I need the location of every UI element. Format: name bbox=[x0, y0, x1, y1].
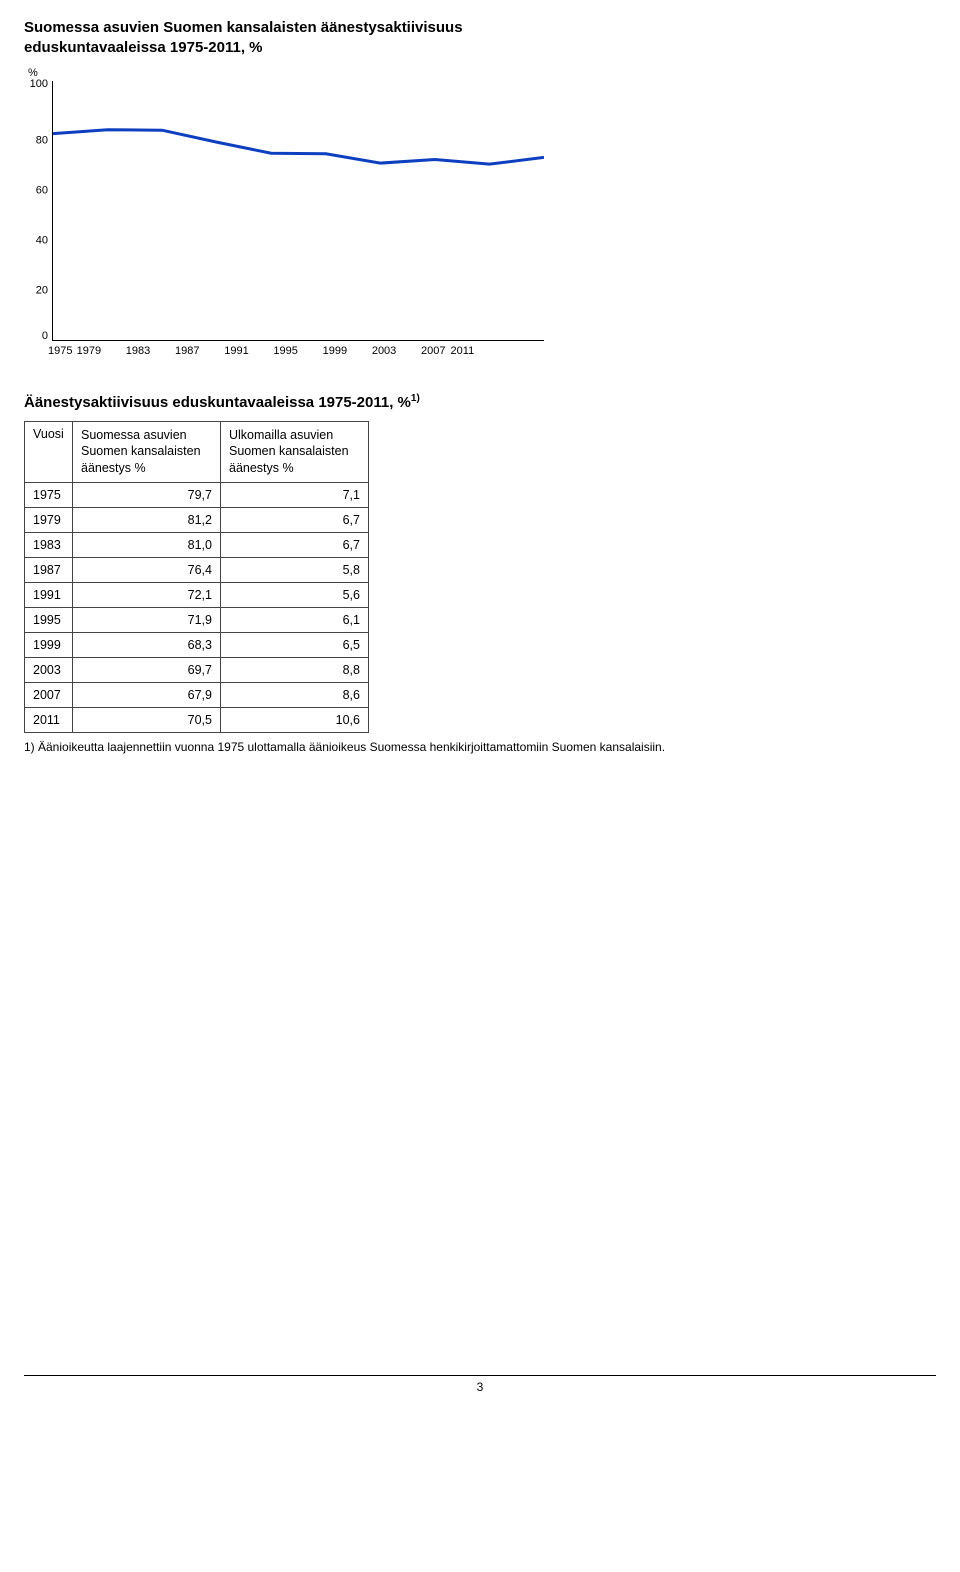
x-axis: 1975 1979 1983 1987 1991 1995 1999 2003 … bbox=[52, 345, 544, 357]
table-title-sup: 1) bbox=[411, 393, 420, 404]
cell-domestic: 79,7 bbox=[73, 483, 221, 508]
cell-abroad: 8,6 bbox=[221, 683, 369, 708]
cell-year: 2011 bbox=[25, 708, 73, 733]
table-header-year: Vuosi bbox=[25, 421, 73, 483]
table-row: 198776,45,8 bbox=[25, 558, 369, 583]
cell-year: 2003 bbox=[25, 658, 73, 683]
table-row: 198381,06,7 bbox=[25, 533, 369, 558]
page-footer: 3 bbox=[24, 1375, 936, 1394]
y-tick: 60 bbox=[36, 186, 48, 197]
cell-year: 1979 bbox=[25, 508, 73, 533]
page-number: 3 bbox=[477, 1380, 484, 1394]
cell-year: 1975 bbox=[25, 483, 73, 508]
chart-plot bbox=[52, 81, 544, 341]
table-header-domestic: Suomessa asuvien Suomen kansalaisten ään… bbox=[73, 421, 221, 483]
cell-abroad: 5,6 bbox=[221, 583, 369, 608]
table-row: 201170,510,6 bbox=[25, 708, 369, 733]
chart-line bbox=[53, 129, 544, 163]
x-tick: 1987 bbox=[175, 345, 224, 357]
cell-abroad: 5,8 bbox=[221, 558, 369, 583]
cell-abroad: 6,7 bbox=[221, 533, 369, 558]
cell-year: 2007 bbox=[25, 683, 73, 708]
table-title: Äänestysaktiivisuus eduskuntavaaleissa 1… bbox=[24, 393, 936, 411]
table-footnote: 1) Äänioikeutta laajennettiin vuonna 197… bbox=[24, 739, 744, 755]
y-tick: 40 bbox=[36, 235, 48, 246]
cell-year: 1995 bbox=[25, 608, 73, 633]
cell-abroad: 10,6 bbox=[221, 708, 369, 733]
cell-domestic: 71,9 bbox=[73, 608, 221, 633]
table-row: 200369,78,8 bbox=[25, 658, 369, 683]
x-tick: 2011 bbox=[451, 345, 500, 357]
cell-year: 1987 bbox=[25, 558, 73, 583]
cell-domestic: 67,9 bbox=[73, 683, 221, 708]
x-tick: 1979 bbox=[77, 345, 126, 357]
data-table: Vuosi Suomessa asuvien Suomen kansalaist… bbox=[24, 421, 369, 734]
cell-domestic: 81,0 bbox=[73, 533, 221, 558]
table-row: 197579,77,1 bbox=[25, 483, 369, 508]
chart-container: % 100 80 60 40 20 0 1975 1979 1983 1987 … bbox=[24, 67, 544, 357]
cell-abroad: 6,1 bbox=[221, 608, 369, 633]
y-axis: 100 80 60 40 20 0 bbox=[24, 81, 52, 341]
y-tick: 0 bbox=[42, 331, 48, 342]
table-row: 199968,36,5 bbox=[25, 633, 369, 658]
table-row: 199571,96,1 bbox=[25, 608, 369, 633]
x-tick: 1995 bbox=[273, 345, 322, 357]
table-row: 197981,26,7 bbox=[25, 508, 369, 533]
cell-year: 1991 bbox=[25, 583, 73, 608]
y-axis-label: % bbox=[28, 67, 544, 79]
table-header-abroad: Ulkomailla asuvien Suomen kansalaisten ä… bbox=[221, 421, 369, 483]
x-tick: 2003 bbox=[372, 345, 421, 357]
cell-domestic: 72,1 bbox=[73, 583, 221, 608]
table-row: 200767,98,6 bbox=[25, 683, 369, 708]
x-tick: 1999 bbox=[323, 345, 372, 357]
cell-abroad: 7,1 bbox=[221, 483, 369, 508]
table-row: 199172,15,6 bbox=[25, 583, 369, 608]
cell-domestic: 70,5 bbox=[73, 708, 221, 733]
cell-domestic: 81,2 bbox=[73, 508, 221, 533]
y-tick: 100 bbox=[30, 79, 48, 90]
cell-abroad: 6,7 bbox=[221, 508, 369, 533]
chart-title: Suomessa asuvien Suomen kansalaisten ään… bbox=[24, 18, 564, 59]
cell-abroad: 8,8 bbox=[221, 658, 369, 683]
cell-abroad: 6,5 bbox=[221, 633, 369, 658]
table-title-text: Äänestysaktiivisuus eduskuntavaaleissa 1… bbox=[24, 394, 411, 411]
y-tick: 80 bbox=[36, 136, 48, 147]
x-tick: 1991 bbox=[224, 345, 273, 357]
cell-year: 1999 bbox=[25, 633, 73, 658]
cell-domestic: 68,3 bbox=[73, 633, 221, 658]
y-tick: 20 bbox=[36, 285, 48, 296]
x-tick: 1983 bbox=[126, 345, 175, 357]
cell-domestic: 76,4 bbox=[73, 558, 221, 583]
cell-year: 1983 bbox=[25, 533, 73, 558]
cell-domestic: 69,7 bbox=[73, 658, 221, 683]
